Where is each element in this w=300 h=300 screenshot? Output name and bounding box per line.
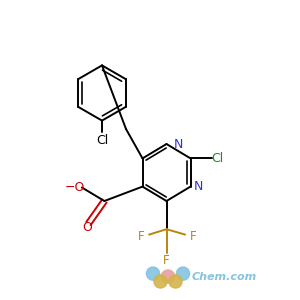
Circle shape [161,270,175,283]
Text: N: N [174,137,183,151]
Circle shape [146,267,160,280]
Text: N: N [193,180,203,193]
Text: F: F [138,230,144,244]
Circle shape [169,275,182,288]
Text: O: O [82,220,92,234]
Text: Chem.com: Chem.com [192,272,257,283]
Text: F: F [163,254,170,268]
Text: F: F [190,230,197,244]
Text: Cl: Cl [212,152,224,165]
Text: −O: −O [64,181,85,194]
Circle shape [176,267,190,280]
Circle shape [154,275,167,288]
Text: Cl: Cl [96,134,108,147]
